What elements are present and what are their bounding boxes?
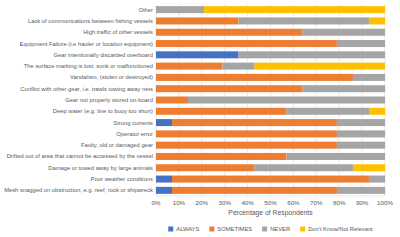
bar-segment: [369, 17, 385, 24]
bar-segment: [238, 17, 369, 24]
bar-segment: [156, 17, 238, 24]
bar-segment: [353, 74, 385, 81]
bar-segment: [156, 119, 172, 126]
bar-segment: [385, 29, 386, 36]
tick-label: 90%: [356, 199, 369, 206]
bar-segment: [172, 119, 337, 126]
legend-swatch: [168, 227, 173, 232]
bar-segment: [337, 142, 385, 149]
bar-segment: [156, 108, 287, 115]
legend-label: SOMETIMES: [217, 226, 252, 232]
bar-segment: [156, 164, 254, 171]
bar-segment: [156, 176, 172, 183]
bar-segment: [156, 85, 303, 92]
bar-segment: [385, 187, 386, 194]
tick-label: 20%: [196, 199, 209, 206]
bar-segment: [156, 187, 172, 194]
bar-segment: [287, 108, 369, 115]
bar-segment: [156, 6, 204, 13]
tick-label: 50%: [264, 199, 277, 206]
chart: 0% 10% 20% 30% 40% 50% 60% 70% 80% 90% 100% Other La…: [0, 0, 400, 237]
bar-segment: [156, 63, 222, 70]
bar-segment: [156, 51, 238, 58]
bar-segment: [238, 51, 385, 58]
category-label: Strong currents: [113, 120, 153, 126]
bar-segment: [369, 108, 385, 115]
tick-label: 40%: [241, 199, 254, 206]
bar-segment: [337, 40, 385, 47]
bar-segment: [254, 164, 352, 171]
bar-segment: [353, 164, 385, 171]
axis-line: [156, 196, 385, 197]
tick-label: 100%: [377, 199, 393, 206]
bar-segment: [287, 153, 385, 160]
category-label: Equipment Failure (i.e hauler or locatio…: [20, 41, 153, 47]
bar-segment: [156, 74, 353, 81]
category-label: Conflict with other gear, i.e. trawls to…: [20, 86, 153, 92]
tick-label: 80%: [333, 199, 346, 206]
bar-segment: [385, 85, 386, 92]
legend-swatch: [262, 227, 267, 232]
bar-segment: [204, 6, 385, 13]
category-label: Other: [139, 7, 154, 13]
bar-segment: [385, 142, 386, 149]
bar-segment: [385, 130, 386, 137]
bar-segment: [385, 40, 386, 47]
legend-swatch: [300, 227, 305, 232]
legend-label: ALWAYS: [176, 226, 199, 232]
bar-segment: [156, 130, 337, 137]
category-label: Deep water (e.g. line to buoy too short): [53, 108, 153, 114]
bar-segment: [156, 142, 337, 149]
bar-segment: [337, 187, 385, 194]
bar-segment: [254, 63, 385, 70]
tick-label: 70%: [310, 199, 323, 206]
bar-segment: [385, 96, 386, 103]
bar-segment: [172, 187, 337, 194]
category-label: Mesh snagged on obstruction, e.g. reef, …: [4, 187, 153, 193]
category-label: Lack of communications between fishing v…: [28, 18, 153, 24]
category-label: Gear intentionally discarded overboard: [53, 52, 153, 58]
bar-segment: [385, 74, 386, 81]
bar-segment: [156, 96, 188, 103]
bar-segment: [337, 130, 385, 137]
bar-segment: [156, 40, 337, 47]
axis-title: Percentage of Respondents: [228, 209, 313, 217]
category-label: Damage or towed away by large animals: [48, 165, 153, 171]
bar-segment: [156, 153, 287, 160]
category-label: Faulty, old or damaged gear: [81, 142, 153, 148]
bar-segment: [337, 119, 385, 126]
bar-segment: [303, 29, 385, 36]
category-label: Operator error: [116, 131, 153, 137]
tick-label: 10%: [173, 199, 186, 206]
tick-label: 0%: [152, 199, 161, 206]
tick-label: 60%: [287, 199, 300, 206]
bars: [156, 6, 385, 194]
category-label: High traffic of other vessels: [83, 29, 153, 35]
legend-label: NEVER: [270, 226, 290, 232]
bar-segment: [303, 85, 385, 92]
category-label: Gear not properly stored on-board: [65, 97, 153, 103]
category-label: The surface marking is lost, sunk or mal…: [24, 63, 153, 69]
bar-segment: [369, 176, 385, 183]
bar-segment: [156, 29, 303, 36]
bar-segment: [172, 176, 369, 183]
bar-segment: [385, 119, 386, 126]
category-label: Vandalism, (stolen or destroyed): [70, 74, 153, 80]
legend: ALWAYS SOMETIMES NEVER Don't Know/Not Relev…: [168, 226, 373, 232]
bar-segment: [385, 153, 386, 160]
bar-segment: [222, 63, 254, 70]
legend-label: Don't Know/Not Relevant: [308, 226, 373, 232]
tick-label: 30%: [219, 199, 232, 206]
bar-segment: [385, 176, 386, 183]
legend-swatch: [209, 227, 214, 232]
category-label: Drifted out of area that cannot be acces…: [7, 153, 153, 159]
bar-segment: [188, 96, 385, 103]
bar-segment: [385, 51, 386, 58]
category-label: Poor weather conditions: [91, 176, 153, 182]
